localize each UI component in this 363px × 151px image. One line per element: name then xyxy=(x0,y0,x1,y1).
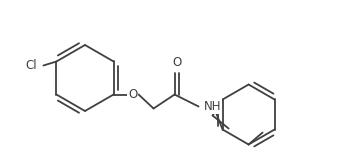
Text: O: O xyxy=(172,56,181,69)
Text: O: O xyxy=(128,88,137,101)
Text: NH: NH xyxy=(204,100,221,113)
Text: Cl: Cl xyxy=(26,59,37,72)
